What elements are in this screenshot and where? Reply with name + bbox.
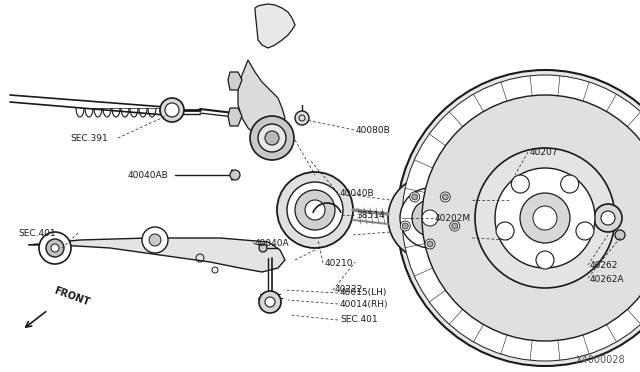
Text: 40040A: 40040A	[255, 238, 290, 247]
Circle shape	[230, 170, 240, 180]
Circle shape	[142, 227, 168, 253]
Circle shape	[400, 221, 410, 231]
Circle shape	[442, 194, 448, 200]
Circle shape	[51, 244, 59, 252]
Polygon shape	[228, 108, 242, 126]
Text: 40202M: 40202M	[435, 214, 471, 222]
Circle shape	[160, 98, 184, 122]
Text: SEC.401: SEC.401	[18, 228, 56, 237]
Text: 40262: 40262	[590, 260, 618, 269]
Circle shape	[594, 204, 622, 232]
Text: 40207: 40207	[530, 148, 559, 157]
Circle shape	[412, 194, 418, 200]
Circle shape	[422, 95, 640, 341]
Circle shape	[452, 223, 458, 229]
Circle shape	[615, 230, 625, 240]
Circle shape	[496, 222, 514, 240]
Circle shape	[400, 188, 460, 248]
Text: 40262A: 40262A	[590, 276, 625, 285]
Circle shape	[576, 222, 594, 240]
Circle shape	[511, 175, 529, 193]
Circle shape	[403, 223, 408, 229]
Text: SEC.401: SEC.401	[340, 315, 378, 324]
Circle shape	[295, 190, 335, 230]
Circle shape	[39, 232, 71, 264]
Circle shape	[422, 210, 438, 226]
Circle shape	[536, 251, 554, 269]
Text: SEC.391: SEC.391	[70, 134, 108, 142]
Text: 40210: 40210	[325, 259, 353, 267]
Circle shape	[265, 297, 275, 307]
Circle shape	[287, 182, 343, 238]
Circle shape	[412, 200, 448, 236]
Circle shape	[520, 193, 570, 243]
Text: 40014(RH): 40014(RH)	[340, 299, 388, 308]
Circle shape	[440, 192, 451, 202]
Text: 40040B: 40040B	[340, 189, 374, 198]
Text: 40015(LH): 40015(LH)	[340, 289, 387, 298]
Text: 40040AB: 40040AB	[128, 170, 169, 180]
Circle shape	[258, 124, 286, 152]
Polygon shape	[28, 238, 285, 272]
Circle shape	[259, 291, 281, 313]
Circle shape	[601, 211, 615, 225]
Circle shape	[212, 267, 218, 273]
Polygon shape	[228, 72, 242, 90]
Text: 40222: 40222	[335, 285, 364, 295]
Polygon shape	[255, 4, 295, 48]
Circle shape	[533, 206, 557, 230]
Circle shape	[427, 241, 433, 247]
Circle shape	[250, 116, 294, 160]
Circle shape	[425, 239, 435, 249]
Circle shape	[46, 239, 64, 257]
Circle shape	[397, 70, 640, 366]
Circle shape	[410, 192, 420, 202]
Circle shape	[388, 176, 472, 260]
Circle shape	[475, 148, 615, 288]
Circle shape	[259, 244, 267, 252]
Text: FRONT: FRONT	[52, 286, 90, 308]
Text: 38514: 38514	[356, 211, 385, 219]
Circle shape	[149, 234, 161, 246]
Text: X4000028: X4000028	[575, 355, 625, 365]
Circle shape	[495, 168, 595, 268]
Circle shape	[277, 172, 353, 248]
Circle shape	[561, 175, 579, 193]
Polygon shape	[238, 60, 285, 140]
Circle shape	[450, 221, 460, 231]
Circle shape	[402, 75, 640, 361]
Circle shape	[305, 200, 325, 220]
Circle shape	[295, 111, 309, 125]
Circle shape	[165, 103, 179, 117]
Circle shape	[265, 131, 279, 145]
Text: 40080B: 40080B	[356, 125, 391, 135]
